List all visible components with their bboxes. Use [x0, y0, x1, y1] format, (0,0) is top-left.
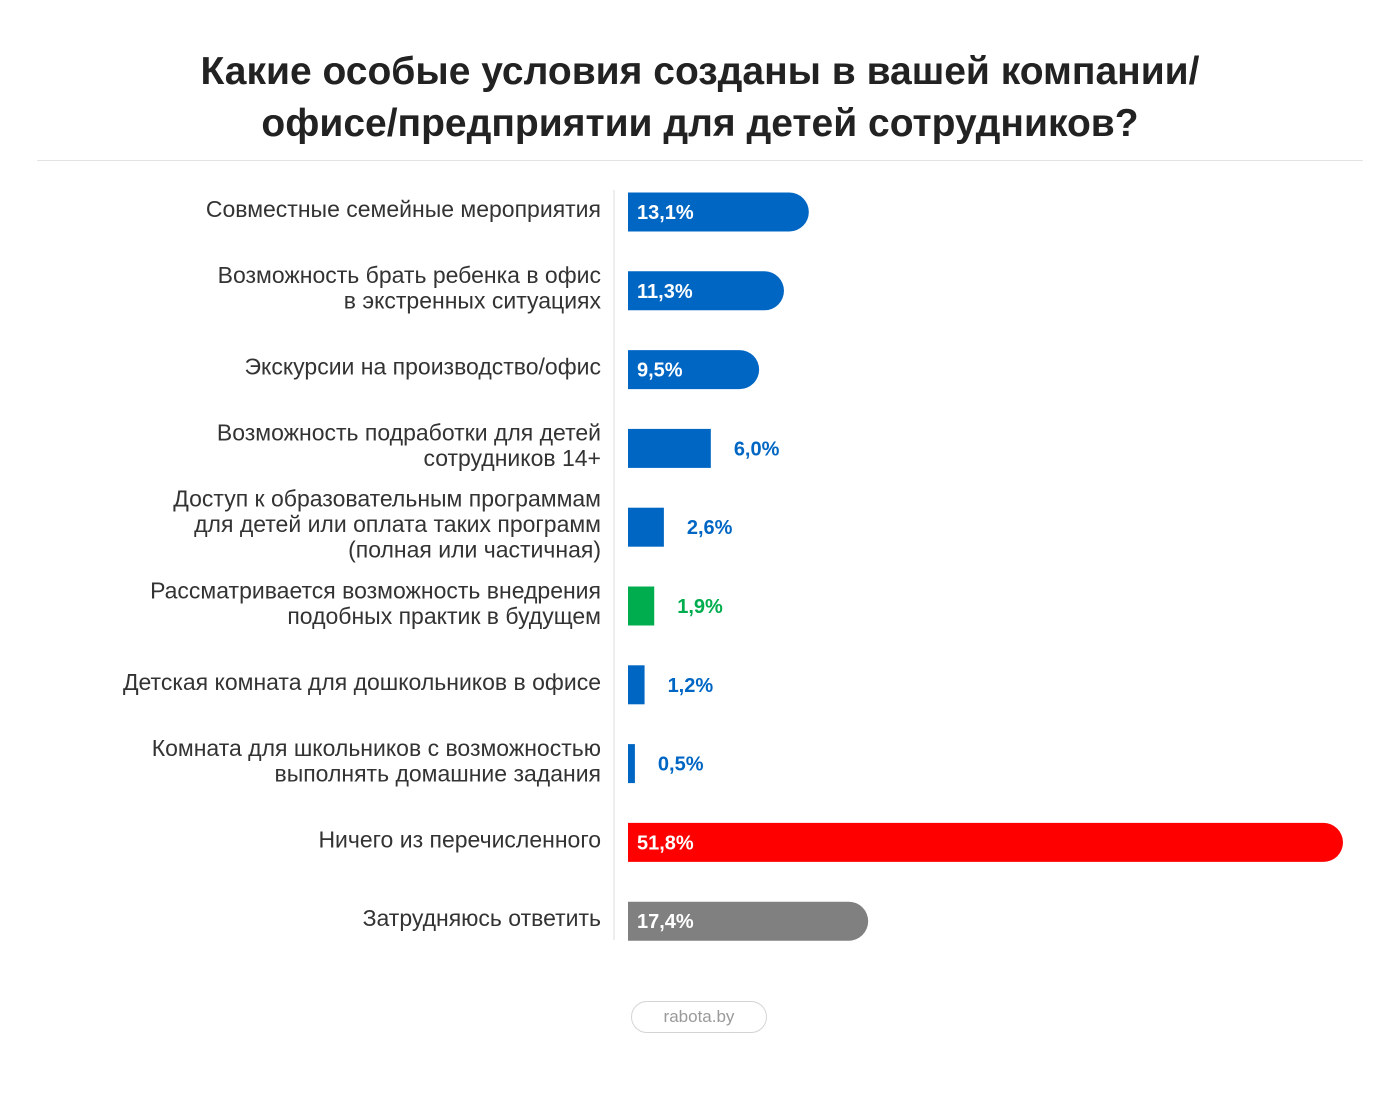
bar-9: [628, 822, 1343, 862]
bar-5: [628, 507, 664, 547]
category-label-line: для детей или оплата таких программ: [194, 511, 601, 537]
value-label-8: 0,5%: [658, 754, 704, 776]
category-label-line: сотрудников 14+: [423, 445, 601, 471]
value-label-6: 1,9%: [677, 596, 723, 618]
category-label-line: (полная или частичная): [348, 537, 601, 563]
category-label-1: Совместные семейные мероприятия: [206, 196, 601, 222]
bars-group: 13,1% Совместные семейные мероприятия 11,3…: [123, 192, 1343, 941]
category-label-line: Возможность брать ребенка в офис: [218, 262, 601, 288]
title-divider: [37, 160, 1363, 161]
category-label-3: Экскурсии на производство/офис: [244, 354, 601, 380]
category-label-8: Комната для школьников с возможностью вып…: [152, 735, 601, 787]
category-label-line: Возможность подработки для детей: [217, 420, 601, 446]
category-label-5: Доступ к образовательным программам для д…: [173, 486, 601, 563]
bar-1: [628, 192, 809, 232]
chart-title-line-1: Какие особые условия созданы в вашей ком…: [200, 50, 1200, 93]
category-label-2: Возможность брать ребенка в офис в экстре…: [218, 262, 602, 314]
category-label-line: Детская комната для дошкольников в офисе: [123, 669, 601, 695]
category-label-6: Рассматривается возможность внедрения под…: [150, 577, 601, 629]
bar-7: [628, 665, 645, 705]
bar-8: [628, 744, 635, 784]
value-label-7: 1,2%: [668, 675, 714, 697]
value-label-3: 9,5%: [637, 360, 683, 382]
bar-2: [628, 271, 784, 311]
category-label-line: Комната для школьников с возможностью: [152, 735, 601, 761]
category-label-line: подобных практик в будущем: [287, 603, 601, 629]
category-label-10: Затрудняюсь ответить: [363, 905, 601, 931]
value-label-10: 17,4%: [637, 911, 694, 933]
category-label-line: Рассматривается возможность внедрения: [150, 577, 601, 603]
bar-4: [628, 428, 711, 468]
category-label-9: Ничего из перечисленного: [318, 826, 601, 852]
category-label-7: Детская комната для дошкольников в офисе: [123, 669, 601, 695]
bar-10: [628, 901, 869, 941]
value-label-5: 2,6%: [687, 517, 733, 539]
category-label-line: Затрудняюсь ответить: [363, 905, 601, 931]
value-label-9: 51,8%: [637, 832, 694, 854]
chart-title: Какие особые условия созданы в вашей ком…: [0, 46, 1400, 150]
bar-3: [628, 350, 760, 390]
bar-6: [628, 586, 655, 626]
category-label-4: Возможность подработки для детей сотрудни…: [217, 420, 601, 472]
category-label-line: Совместные семейные мероприятия: [206, 196, 601, 222]
category-label-line: Экскурсии на производство/офис: [244, 354, 601, 380]
category-label-line: выполнять домашние задания: [274, 760, 601, 786]
source-badge[interactable]: rabota.by: [631, 1001, 767, 1033]
value-label-1: 13,1%: [637, 202, 694, 224]
chart-title-line-2: офисе/предприятии для детей сотрудников?: [261, 102, 1139, 145]
category-label-line: Ничего из перечисленного: [318, 826, 601, 852]
value-label-2: 11,3%: [637, 281, 693, 303]
category-label-line: Доступ к образовательным программам: [173, 486, 601, 512]
value-label-4: 6,0%: [734, 438, 780, 460]
category-label-line: в экстренных ситуациях: [344, 288, 602, 314]
